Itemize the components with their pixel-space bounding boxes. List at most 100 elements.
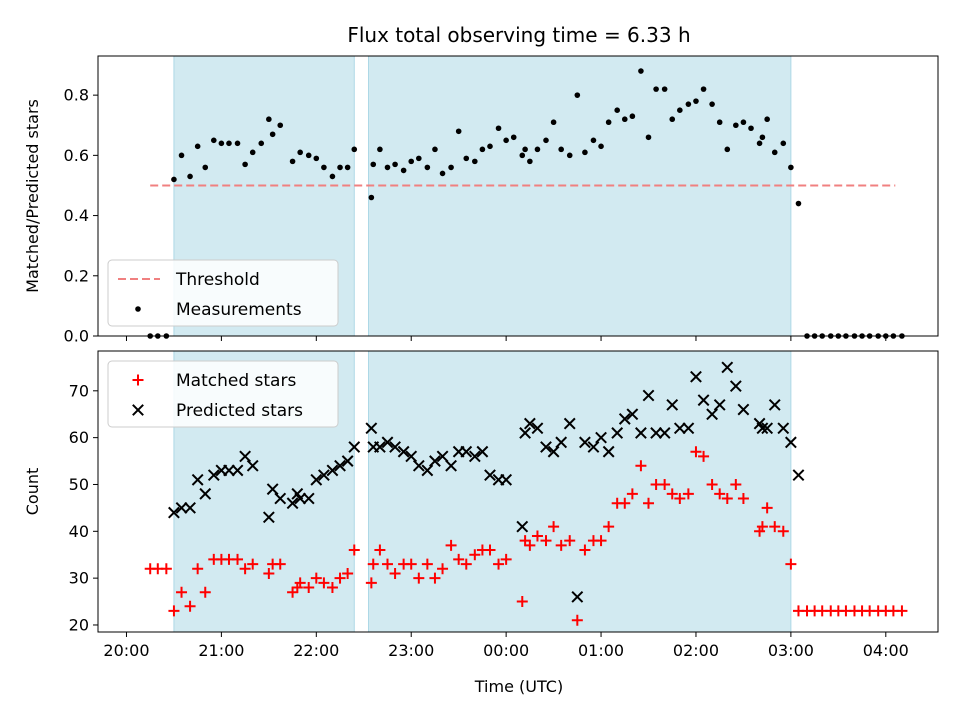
- data-point: [716, 119, 723, 126]
- data-point: [239, 450, 252, 463]
- y-tick-label: 0.8: [64, 86, 89, 105]
- data-point: [619, 497, 631, 509]
- y-axis-title: Count: [23, 468, 42, 516]
- data-point: [598, 143, 604, 150]
- data-point: [476, 445, 489, 458]
- data-point: [232, 553, 244, 565]
- data-point: [389, 567, 401, 579]
- data-point: [603, 521, 615, 533]
- data-point: [724, 146, 731, 153]
- data-point: [788, 164, 794, 171]
- data-point: [519, 535, 531, 547]
- legend-swatch: [132, 404, 144, 416]
- data-point: [756, 422, 769, 435]
- data-point: [247, 558, 259, 570]
- data-point: [737, 493, 749, 505]
- data-point: [405, 558, 417, 570]
- data-point: [334, 459, 346, 472]
- data-point: [377, 146, 383, 153]
- data-point: [202, 164, 209, 171]
- data-point: [351, 146, 358, 153]
- data-point: [429, 455, 441, 467]
- data-point: [413, 572, 425, 584]
- data-point: [329, 173, 336, 180]
- data-point: [389, 441, 401, 453]
- data-point: [777, 422, 790, 435]
- series-predicted-stars: [168, 361, 805, 603]
- x-tick-label: 22:00: [293, 641, 339, 660]
- series-matched-stars: [144, 446, 908, 626]
- data-point: [756, 140, 763, 147]
- data-point: [424, 164, 431, 171]
- data-point: [365, 577, 377, 589]
- data-point: [516, 520, 529, 533]
- data-point: [587, 441, 600, 453]
- data-point: [310, 572, 322, 584]
- data-point: [780, 140, 787, 147]
- data-point: [582, 149, 588, 156]
- y-tick-label: 0.2: [64, 266, 89, 285]
- data-point: [579, 436, 591, 449]
- data-point: [579, 544, 591, 556]
- data-point: [709, 101, 715, 107]
- data-point: [318, 577, 330, 589]
- data-point: [263, 567, 275, 579]
- data-point: [768, 398, 781, 411]
- data-point: [178, 152, 185, 159]
- data-point: [242, 161, 248, 168]
- x-tick-label: 21:00: [198, 641, 244, 660]
- data-point: [595, 535, 607, 547]
- data-point: [771, 149, 778, 156]
- data-point: [303, 582, 315, 594]
- data-point: [500, 473, 513, 486]
- data-point: [479, 146, 486, 153]
- data-point: [697, 394, 710, 407]
- data-point: [168, 506, 180, 519]
- data-point: [294, 577, 306, 589]
- data-point: [693, 98, 699, 104]
- data-point: [348, 544, 360, 556]
- data-point: [416, 155, 422, 162]
- data-point: [408, 158, 415, 165]
- data-point: [370, 161, 377, 168]
- data-point: [223, 464, 235, 477]
- data-point: [317, 469, 330, 482]
- data-point: [659, 478, 671, 490]
- data-point: [706, 478, 718, 490]
- data-point: [574, 92, 581, 98]
- data-point: [643, 497, 655, 509]
- data-point: [510, 134, 517, 141]
- y-tick-label: 0.0: [64, 327, 89, 346]
- data-point: [302, 492, 315, 505]
- data-point: [721, 493, 733, 505]
- y-tick-label: 60: [69, 428, 89, 447]
- x-tick-label: 20:00: [103, 641, 149, 660]
- data-point: [400, 167, 407, 174]
- data-point: [690, 370, 702, 383]
- data-point: [761, 502, 773, 514]
- data-point: [564, 535, 576, 547]
- data-point: [269, 131, 276, 138]
- data-point: [326, 464, 339, 477]
- data-point: [234, 140, 241, 147]
- data-point: [405, 450, 418, 463]
- axes-frame: [97, 350, 939, 633]
- data-point: [277, 122, 284, 129]
- data-point: [566, 152, 573, 159]
- data-point: [547, 445, 560, 458]
- data-point: [614, 107, 620, 113]
- data-point: [495, 125, 502, 132]
- data-point: [503, 137, 509, 144]
- y-tick-label: 50: [69, 475, 89, 494]
- data-point: [674, 493, 686, 505]
- data-point: [737, 403, 750, 416]
- data-point: [239, 563, 251, 575]
- data-point: [721, 361, 734, 374]
- data-point: [374, 544, 386, 556]
- y-tick-label: 30: [69, 569, 89, 588]
- legend-label: Measurements: [176, 300, 302, 320]
- data-point: [484, 544, 496, 556]
- data-point: [666, 488, 678, 500]
- data-point: [463, 155, 470, 162]
- data-point: [896, 605, 908, 617]
